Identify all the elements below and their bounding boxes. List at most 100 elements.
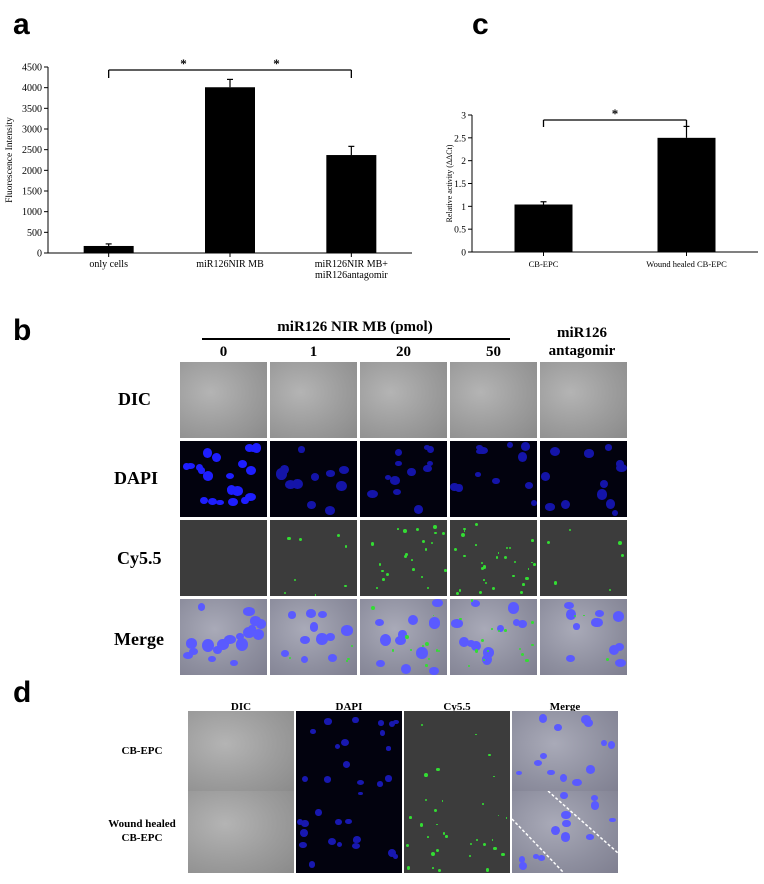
panel-b-image-dic-3: [450, 362, 537, 438]
merge-nucleus-blob: [300, 656, 308, 664]
nucleus-blob: [324, 775, 332, 783]
merge-nucleus-blob: [429, 666, 439, 675]
cy55-speckle: [421, 575, 423, 578]
cy55-speckle: [438, 869, 442, 873]
chart-a-y-tick-label: 0: [37, 249, 42, 260]
cy55-speckle: [620, 553, 624, 557]
chart-c-x-tick-label: CB-EPC: [529, 259, 559, 269]
cy55-speckle: [501, 852, 505, 857]
merge-nucleus-blob: [566, 654, 576, 662]
cy55-speckle: [337, 533, 341, 537]
merge-nucleus-blob: [517, 620, 527, 629]
cy55-speckle: [385, 572, 389, 576]
merge-nucleus-blob: [305, 609, 316, 618]
merge-speckle: [459, 618, 462, 621]
chart-a-y-axis-label: Fluorescence Intensity: [5, 117, 15, 203]
merge-nucleus-blob: [451, 618, 463, 628]
merge-nucleus-blob: [516, 770, 523, 776]
panel-d-col-dapi: DAPI: [335, 701, 363, 713]
merge-nucleus-blob: [376, 659, 385, 667]
merge-nucleus-blob: [189, 647, 198, 655]
nucleus-blob: [301, 820, 309, 828]
cy55-speckle: [527, 568, 530, 570]
cy55-speckle: [381, 577, 385, 581]
nucleus-blob: [387, 848, 396, 857]
merge-nucleus-blob: [212, 645, 223, 655]
nucleus-blob: [357, 791, 363, 796]
merge-speckle: [288, 656, 291, 660]
cy55-speckle: [492, 846, 497, 851]
merge-nucleus-blob: [250, 616, 262, 626]
nucleus-blob: [530, 500, 537, 507]
panel-b-col-20: 20: [396, 344, 411, 360]
panel-d-image-merge-0: [512, 711, 618, 793]
merge-nucleus-blob: [309, 622, 319, 632]
nucleus-blob: [231, 486, 243, 496]
cy55-speckle: [435, 848, 440, 852]
merge-speckle: [474, 649, 479, 653]
cy55-speckle: [411, 568, 415, 571]
cy55-speckle: [482, 843, 486, 847]
nucleus-blob: [407, 468, 416, 477]
panel-b-col-0: 0: [219, 344, 228, 360]
chart-c-y-tick-label: 2.5: [454, 134, 466, 144]
panel-d-row-cb-epc: CB-EPC: [92, 744, 192, 758]
cy55-speckle: [475, 522, 479, 526]
merge-speckle: [425, 664, 428, 667]
panel-b-image-dapi-2: [360, 441, 447, 517]
merge-speckle: [491, 627, 494, 630]
chart-c-x-tick-label: Wound healed CB-EPC: [646, 259, 727, 269]
chart-a-y-tick-label: 4000: [22, 83, 42, 94]
merge-nucleus-blob: [537, 854, 546, 861]
nucleus-blob: [525, 482, 533, 489]
chart-c-y-tick-label: 1.5: [454, 180, 466, 190]
nucleus-blob: [200, 496, 209, 505]
panel-b-image-merge-2: [360, 599, 447, 675]
panel-b-row-dic: DIC: [118, 389, 152, 409]
nucleus-blob: [517, 452, 528, 463]
panel-b-row-cy55: Cy5.5: [117, 548, 162, 568]
merge-speckle: [428, 658, 431, 661]
merge-nucleus-blob: [561, 811, 569, 817]
panel-d-row-wound-line2: CB-EPC: [121, 832, 163, 844]
chart-a-y-tick-label: 3500: [22, 104, 42, 115]
cy55-speckle: [409, 816, 412, 819]
nucleus-blob: [427, 445, 435, 453]
chart-c-bar: [514, 204, 573, 252]
panel-d-row-wound-healed: Wound healed CB-EPC: [92, 817, 192, 845]
cy55-speckle: [427, 836, 430, 839]
wound-edge-line: [547, 791, 618, 854]
cy55-speckle: [497, 552, 500, 554]
cy55-speckle: [461, 533, 466, 538]
cy55-speckle: [441, 800, 444, 802]
chart-a-significance-mark: *: [273, 56, 280, 71]
merge-nucleus-blob: [608, 741, 616, 749]
nucleus-blob: [520, 442, 531, 452]
merge-nucleus-blob: [398, 630, 408, 639]
merge-nucleus-blob: [547, 769, 555, 776]
nucleus-blob: [414, 505, 424, 514]
nucleus-blob: [427, 460, 434, 467]
merge-nucleus-blob: [482, 654, 493, 666]
nucleus-blob: [599, 480, 608, 489]
nucleus-blob: [338, 465, 350, 474]
chart-a-bar: [205, 87, 255, 254]
merge-nucleus-blob: [601, 739, 608, 747]
panel-b-image-dapi-1: [270, 441, 357, 517]
cy55-speckle: [455, 591, 459, 595]
merge-speckle: [435, 649, 439, 652]
nucleus-blob: [226, 485, 237, 496]
merge-nucleus-blob: [230, 659, 238, 667]
merge-nucleus-blob: [562, 819, 572, 828]
merge-nucleus-blob: [400, 663, 412, 675]
cy55-speckle: [344, 545, 348, 548]
nucleus-blob: [212, 452, 221, 462]
cy55-speckle: [405, 553, 409, 557]
merge-nucleus-blob: [512, 619, 521, 627]
cy55-speckle: [434, 808, 438, 812]
merge-nucleus-blob: [539, 714, 548, 723]
nucleus-blob: [474, 471, 482, 477]
nucleus-blob: [584, 449, 594, 458]
merge-nucleus-blob: [315, 633, 328, 645]
merge-nucleus-blob: [374, 619, 384, 627]
